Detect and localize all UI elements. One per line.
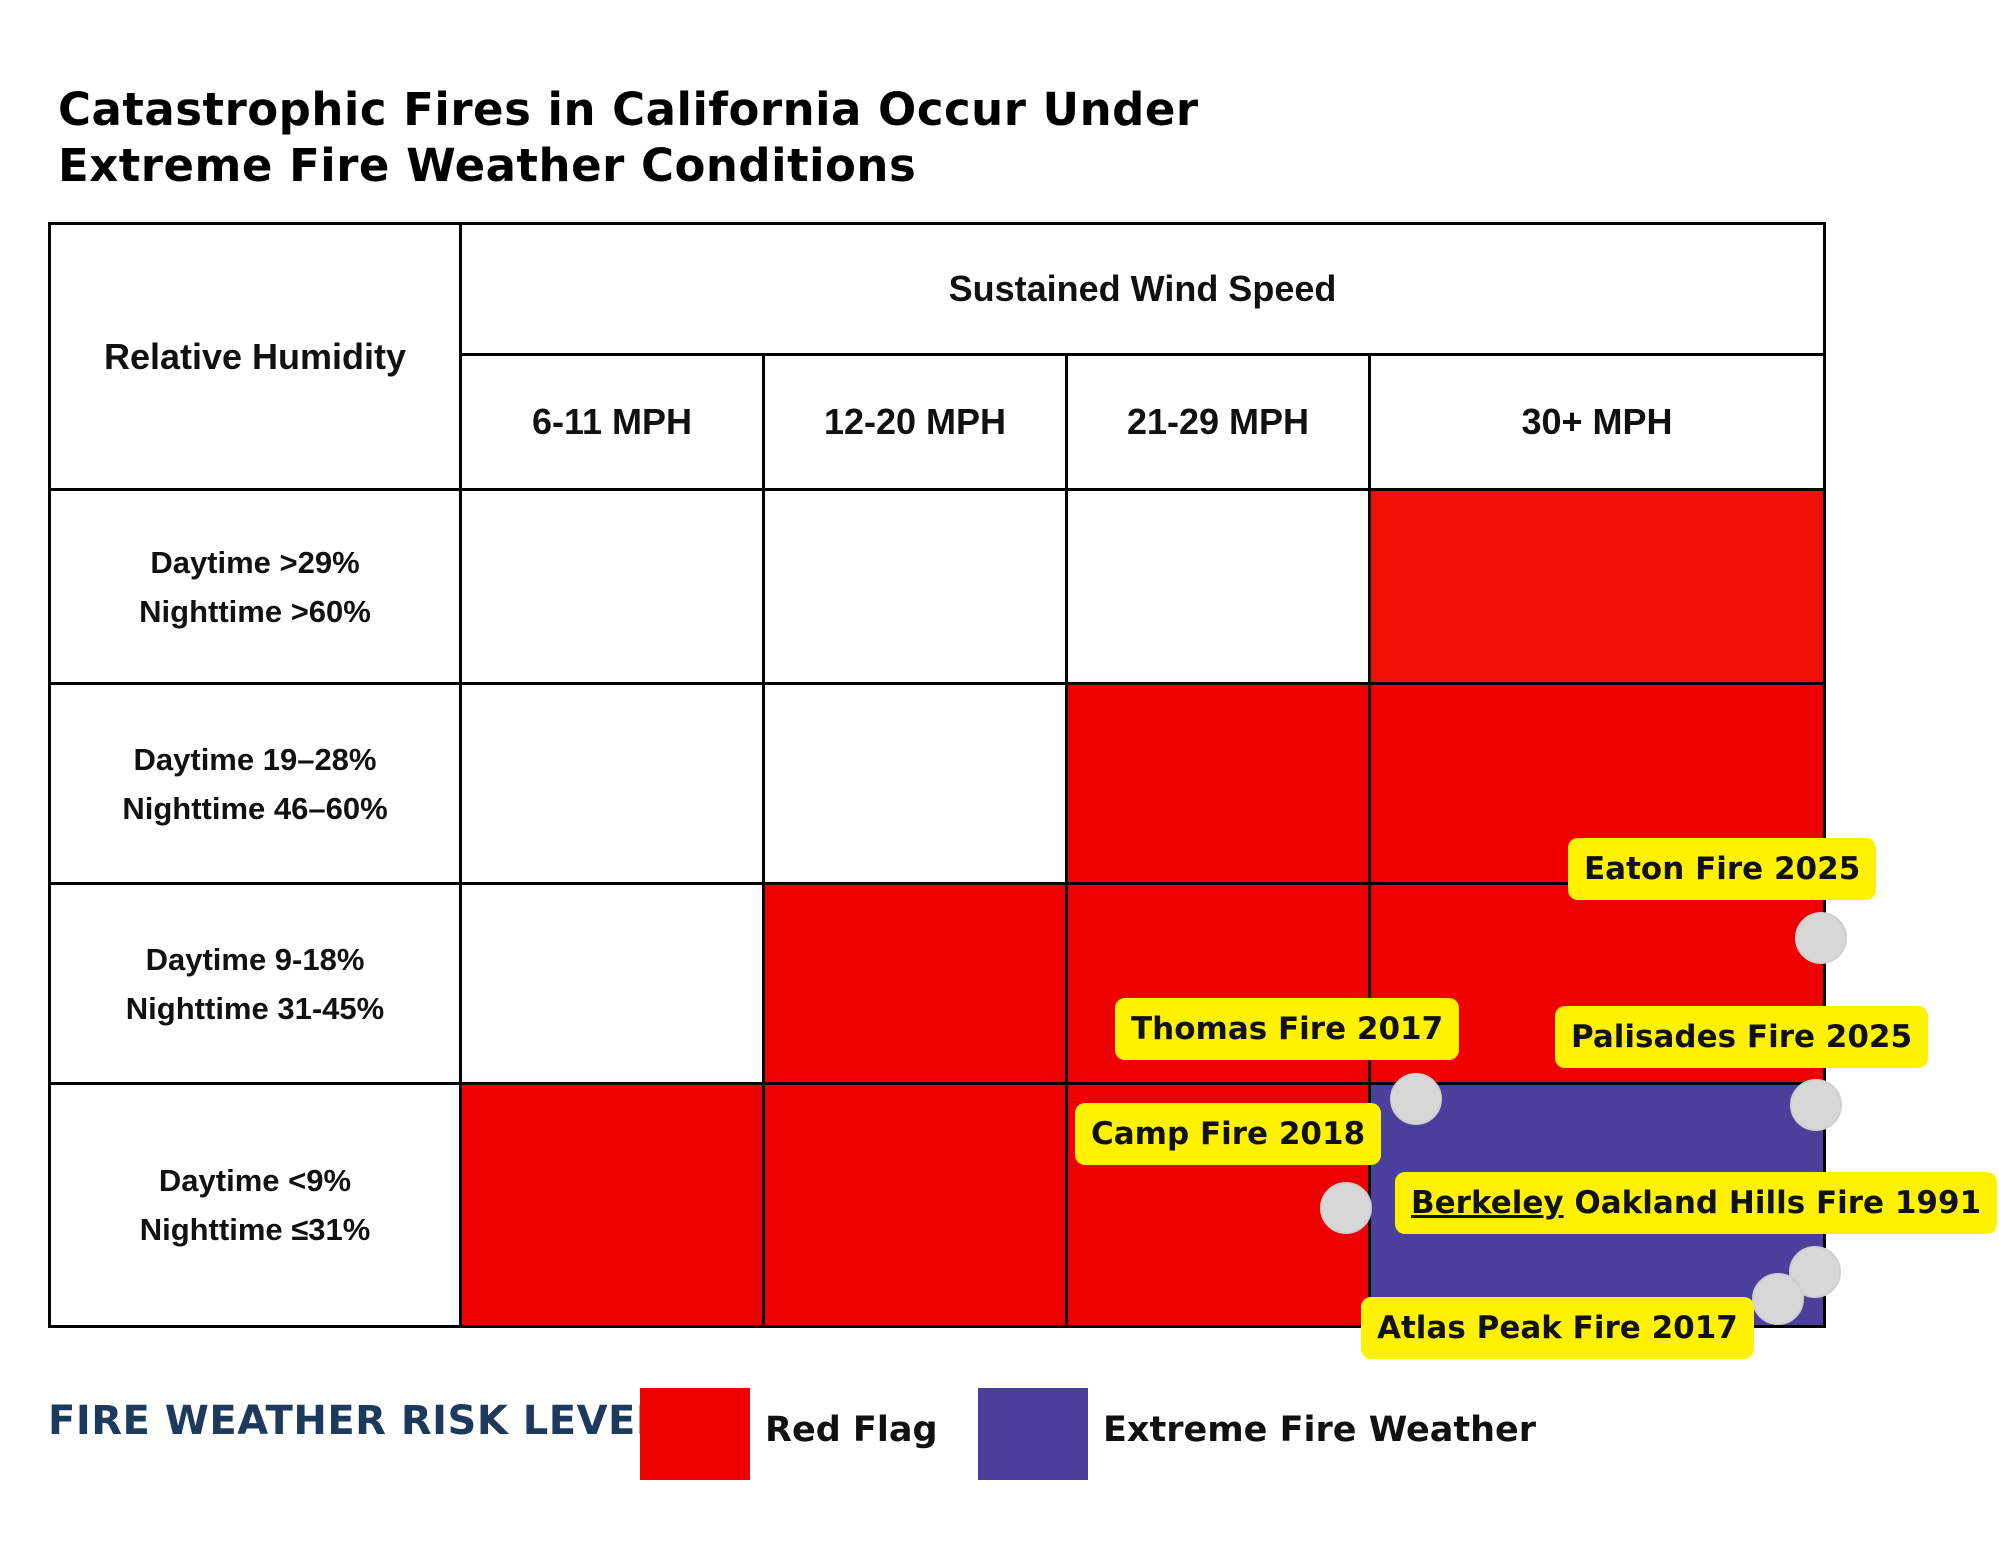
- wind-speed-column-header: 21-29 MPH: [1065, 353, 1371, 491]
- wind-speed-group-header: Sustained Wind Speed: [459, 222, 1826, 356]
- daytime-humidity: Daytime <9%: [158, 1163, 352, 1198]
- title-line-1: Catastrophic Fires in California Occur U…: [58, 83, 1199, 136]
- risk-cell-red-flag: [762, 882, 1068, 1085]
- humidity-row-label: Daytime 9-18% Nighttime 31-45%: [48, 882, 462, 1085]
- red-flag-legend-label: Red Flag: [765, 1410, 938, 1450]
- risk-cell-none: [1065, 488, 1371, 685]
- nighttime-humidity: Nighttime 46–60%: [122, 790, 388, 826]
- nighttime-humidity: Nighttime ≤31%: [139, 1212, 371, 1247]
- fire-label: Thomas Fire 2017: [1115, 998, 1460, 1060]
- fire-label: Atlas Peak Fire 2017: [1361, 1297, 1754, 1359]
- risk-cell-none: [762, 488, 1068, 685]
- daytime-humidity: Daytime >29%: [150, 544, 360, 580]
- fire-weather-matrix: Relative Humidity Sustained Wind Speed 6…: [48, 222, 1826, 1328]
- sustained-wind-speed-label: Sustained Wind Speed: [948, 268, 1337, 309]
- fire-label-rest: Oakland Hills Fire 1991: [1563, 1185, 1982, 1221]
- daytime-humidity: Daytime 9-18%: [145, 941, 365, 977]
- legend-title: FIRE WEATHER RISK LEVEL: [48, 1398, 662, 1444]
- risk-cell-red-flag: [762, 1082, 1068, 1328]
- fire-label: Palisades Fire 2025: [1555, 1006, 1929, 1068]
- fire-label: Camp Fire 2018: [1075, 1103, 1382, 1165]
- risk-cell-none: [762, 682, 1068, 885]
- fire-location-dot: [1320, 1182, 1372, 1234]
- extreme-fire-weather-legend-label: Extreme Fire Weather: [1103, 1410, 1537, 1450]
- wind-speed-column-header: 12-20 MPH: [762, 353, 1068, 491]
- humidity-row-label: Daytime <9% Nighttime ≤31%: [48, 1082, 462, 1328]
- risk-cell-red-flag: [1065, 682, 1371, 885]
- risk-cell-none: [459, 882, 765, 1085]
- fire-location-dot: [1790, 1079, 1842, 1131]
- chart-title: Catastrophic Fires in California Occur U…: [58, 82, 1458, 194]
- humidity-row-label: Daytime >29% Nighttime >60%: [48, 488, 462, 685]
- nighttime-humidity: Nighttime 31-45%: [125, 990, 385, 1026]
- fire-label: Berkeley Oakland Hills Fire 1991: [1395, 1172, 1998, 1234]
- fire-location-dot: [1390, 1073, 1442, 1125]
- nighttime-humidity: Nighttime >60%: [139, 593, 371, 629]
- red-flag-swatch: [640, 1388, 750, 1480]
- wind-speed-column-header: 6-11 MPH: [459, 353, 765, 491]
- fire-label-underlined-part: Berkeley: [1411, 1185, 1564, 1221]
- wind-speed-column-header: 30+ MPH: [1368, 353, 1826, 491]
- humidity-row-label: Daytime 19–28% Nighttime 46–60%: [48, 682, 462, 885]
- risk-cell-red-flag: [459, 1082, 765, 1328]
- fire-location-dot: [1795, 912, 1847, 964]
- corner-header: Relative Humidity: [48, 222, 462, 491]
- risk-cell-none: [459, 488, 765, 685]
- relative-humidity-label: Relative Humidity: [103, 335, 407, 377]
- fire-location-dot: [1752, 1273, 1804, 1325]
- extreme-fire-weather-swatch: [978, 1388, 1088, 1480]
- title-line-2: Extreme Fire Weather Conditions: [58, 139, 917, 192]
- daytime-humidity: Daytime 19–28%: [133, 741, 377, 777]
- risk-cell-none: [459, 682, 765, 885]
- fire-label: Eaton Fire 2025: [1568, 838, 1877, 900]
- risk-cell-red-flag: [1368, 488, 1826, 685]
